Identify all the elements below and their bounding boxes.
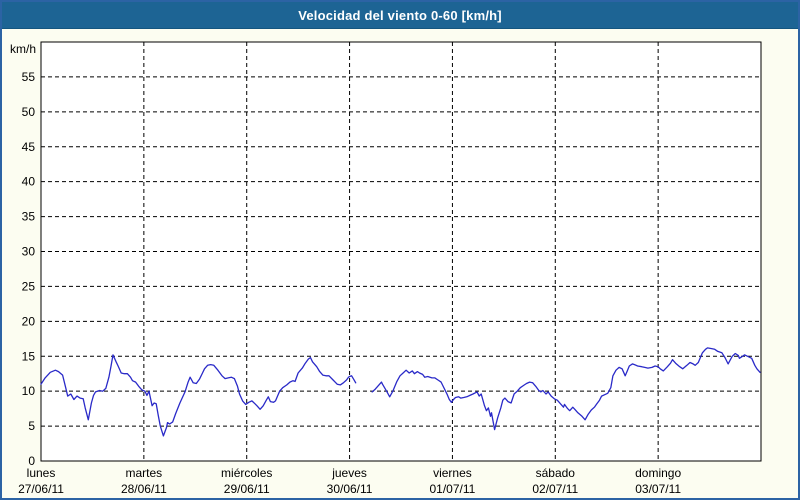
x-tick-date-label: 02/07/11 xyxy=(532,482,578,496)
x-tick-day-label: sábado xyxy=(536,466,576,480)
y-tick-label: 40 xyxy=(22,175,36,189)
wind-speed-line xyxy=(40,354,357,437)
y-tick-label: 25 xyxy=(22,279,36,293)
y-tick-label: 45 xyxy=(22,140,36,154)
x-tick-date-label: 01/07/11 xyxy=(430,482,476,496)
wind-speed-line xyxy=(371,347,761,431)
x-tick-day-label: jueves xyxy=(331,466,367,480)
x-tick-day-label: miércoles xyxy=(221,466,272,480)
x-tick-date-label: 03/07/11 xyxy=(635,482,681,496)
x-tick-date-label: 27/06/11 xyxy=(18,482,64,496)
chart-area: 0 5 10 15 20 25 30 35 40 45 50 55 km/h lunes 27/06/11 m… xyxy=(2,29,798,498)
y-tick-label: 20 xyxy=(22,314,36,328)
y-tick-label: 50 xyxy=(22,105,36,119)
x-tick-day-label: viernes xyxy=(433,466,472,480)
x-tick-day-label: martes xyxy=(126,466,163,480)
y-tick-label: 0 xyxy=(28,454,35,468)
x-tick-date-label: 29/06/11 xyxy=(224,482,270,496)
y-tick-label: 55 xyxy=(22,70,36,84)
window-titlebar: Velocidad del viento 0-60 [km/h] xyxy=(2,2,798,29)
x-tick-date-label: 30/06/11 xyxy=(327,482,373,496)
y-axis-unit-label: km/h xyxy=(10,42,36,56)
x-tick-date-label: 28/06/11 xyxy=(121,482,167,496)
window-title: Velocidad del viento 0-60 [km/h] xyxy=(298,7,502,23)
y-tick-label: 15 xyxy=(22,349,36,363)
wind-speed-chart: 0 5 10 15 20 25 30 35 40 45 50 55 km/h lunes 27/06/11 m… xyxy=(10,41,762,496)
y-tick-label: 35 xyxy=(22,210,36,224)
x-tick-day-label: domingo xyxy=(635,466,681,480)
x-tick-day-label: lunes xyxy=(27,466,56,480)
y-tick-label: 30 xyxy=(22,245,36,259)
y-tick-label: 5 xyxy=(28,419,35,433)
y-tick-label: 10 xyxy=(22,384,36,398)
